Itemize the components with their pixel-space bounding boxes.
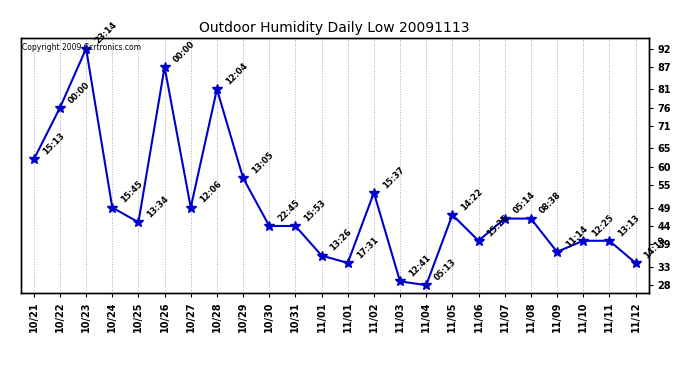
Text: 00:00: 00:00 — [67, 80, 92, 105]
Text: 14:22: 14:22 — [460, 187, 484, 212]
Text: 13:34: 13:34 — [146, 194, 170, 219]
Text: 12:41: 12:41 — [407, 253, 433, 279]
Text: 13:26: 13:26 — [328, 228, 354, 253]
Text: 15:53: 15:53 — [302, 198, 328, 223]
Text: 05:14: 05:14 — [512, 190, 537, 216]
Text: 00:00: 00:00 — [172, 39, 197, 64]
Text: 14:10: 14:10 — [642, 235, 668, 260]
Text: 12:06: 12:06 — [198, 180, 223, 205]
Text: 15:26: 15:26 — [486, 213, 511, 238]
Text: Copyright 2009 Ccrtronics.com: Copyright 2009 Ccrtronics.com — [22, 43, 141, 52]
Text: 15:45: 15:45 — [119, 179, 145, 205]
Title: Outdoor Humidity Daily Low 20091113: Outdoor Humidity Daily Low 20091113 — [199, 21, 470, 35]
Text: 05:13: 05:13 — [433, 257, 458, 282]
Text: 15:37: 15:37 — [381, 165, 406, 190]
Text: 13:13: 13:13 — [616, 213, 642, 238]
Text: 23:14: 23:14 — [93, 21, 118, 46]
Text: 12:04: 12:04 — [224, 61, 249, 87]
Text: 15:13: 15:13 — [41, 131, 66, 157]
Text: 08:38: 08:38 — [538, 191, 563, 216]
Text: 12:25: 12:25 — [590, 213, 615, 238]
Text: 17:31: 17:31 — [355, 235, 380, 260]
Text: 11:14: 11:14 — [564, 224, 589, 249]
Text: 22:45: 22:45 — [276, 198, 302, 223]
Text: 13:05: 13:05 — [250, 150, 275, 175]
